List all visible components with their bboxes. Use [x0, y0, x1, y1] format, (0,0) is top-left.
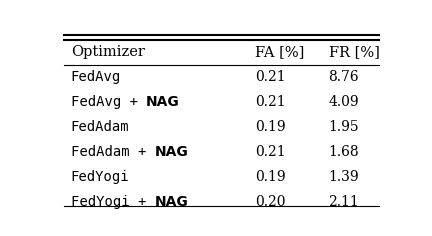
- Text: FedAdam +: FedAdam +: [71, 145, 155, 159]
- Text: 0.21: 0.21: [255, 145, 286, 159]
- Text: 2.11: 2.11: [328, 195, 359, 209]
- Text: 1.39: 1.39: [328, 170, 359, 184]
- Text: FedAvg: FedAvg: [71, 70, 121, 84]
- Text: FA [%]: FA [%]: [255, 45, 304, 59]
- Text: FedYogi: FedYogi: [71, 170, 129, 184]
- Text: NAG: NAG: [155, 195, 188, 209]
- Text: 1.68: 1.68: [328, 145, 359, 159]
- Text: 0.19: 0.19: [255, 120, 286, 134]
- Text: 0.19: 0.19: [255, 170, 286, 184]
- Text: FedYogi +: FedYogi +: [71, 195, 155, 209]
- Text: Optimizer: Optimizer: [71, 45, 145, 59]
- Text: FedAvg +: FedAvg +: [71, 95, 146, 109]
- Text: 1.95: 1.95: [328, 120, 359, 134]
- Text: 8.76: 8.76: [328, 70, 359, 84]
- Text: 0.21: 0.21: [255, 95, 286, 109]
- Text: 0.21: 0.21: [255, 70, 286, 84]
- Text: NAG: NAG: [155, 145, 188, 159]
- Text: 0.20: 0.20: [255, 195, 286, 209]
- Text: FedAdam: FedAdam: [71, 120, 129, 134]
- Text: NAG: NAG: [146, 95, 180, 109]
- Text: 4.09: 4.09: [328, 95, 359, 109]
- Text: FR [%]: FR [%]: [328, 45, 379, 59]
